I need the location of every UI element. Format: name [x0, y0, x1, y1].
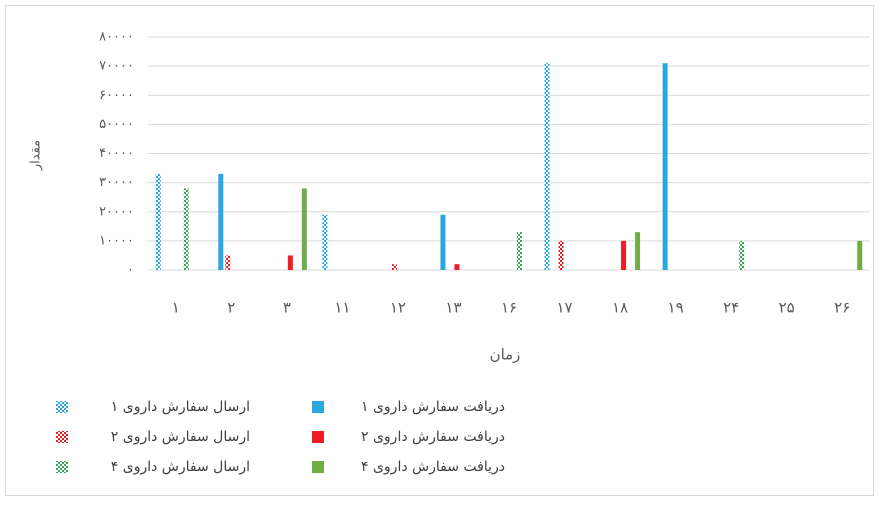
bar: [545, 63, 550, 270]
bar: [225, 255, 230, 270]
bar: [184, 188, 189, 270]
y-tick-label: ۱۰۰۰۰: [99, 233, 134, 248]
legend-swatch: [56, 431, 68, 443]
x-tick-label: ۱۷: [556, 299, 572, 317]
x-tick-label: ۳: [283, 299, 291, 317]
x-axis-title: زمان: [490, 346, 521, 364]
legend-swatch: [56, 461, 68, 473]
x-tick-label: ۱۲: [390, 299, 406, 317]
bar: [392, 264, 397, 270]
legend-swatch: [312, 461, 324, 473]
legend-label: ارسال سفارش داروی ۱: [111, 399, 250, 415]
y-tick-label: ۶۰۰۰۰: [99, 88, 134, 103]
x-tick-label: ۱۳: [445, 299, 461, 317]
x-tick-label: ۱۹: [668, 299, 684, 317]
bar: [440, 215, 445, 270]
legend-label: ارسال سفارش داروی ۴: [111, 459, 250, 475]
y-tick-label: ۵۰۰۰۰: [99, 117, 134, 132]
y-tick-label: ۲۰۰۰۰: [99, 204, 134, 219]
bar: [739, 241, 744, 270]
x-tick-label: ۲۵: [779, 299, 795, 317]
x-tick-label: ۱۱: [334, 299, 350, 317]
bar: [663, 63, 668, 270]
y-axis-title: مقدار: [29, 140, 44, 171]
y-tick-label: ۸۰۰۰۰: [99, 30, 134, 45]
bar: [621, 241, 626, 270]
x-tick-label: ۲۶: [834, 299, 850, 317]
y-tick-label: ۰: [127, 263, 134, 278]
bar: [302, 188, 307, 270]
bar: [322, 215, 327, 270]
x-tick-label: ۲۴: [723, 299, 739, 317]
bar: [288, 255, 293, 270]
bar: [218, 174, 223, 270]
chart: مقدار زمان ۰ ۱۰۰۰۰ ۲۰۰۰۰ ۳۰۰۰۰ ۴۰۰۰۰ ۵۰۰۰۰ ۶۰۰…: [0, 0, 880, 508]
bar: [156, 174, 161, 270]
x-tick-label: ۱۶: [501, 299, 517, 317]
legend-label: دریافت سفارش داروی ۱: [361, 399, 505, 415]
legend-swatch: [56, 401, 68, 413]
legend-label: ارسال سفارش داروی ۲: [111, 429, 250, 445]
x-tick-label: ۱: [172, 299, 180, 317]
y-tick-label: ۴۰۰۰۰: [99, 146, 134, 161]
x-tick-label: ۱۸: [612, 299, 628, 317]
legend-label: دریافت سفارش داروی ۲: [361, 429, 505, 445]
legend-swatch: [312, 401, 324, 413]
legend-swatch: [312, 431, 324, 443]
bar: [517, 232, 522, 270]
bar: [857, 241, 862, 270]
bar: [559, 241, 564, 270]
legend-label: دریافت سفارش داروی ۴: [361, 459, 505, 475]
y-tick-label: ۷۰۰۰۰: [99, 59, 134, 74]
bar: [635, 232, 640, 270]
x-tick-label: ۲: [227, 299, 235, 317]
y-tick-label: ۳۰۰۰۰: [99, 175, 134, 190]
bar: [454, 264, 459, 270]
